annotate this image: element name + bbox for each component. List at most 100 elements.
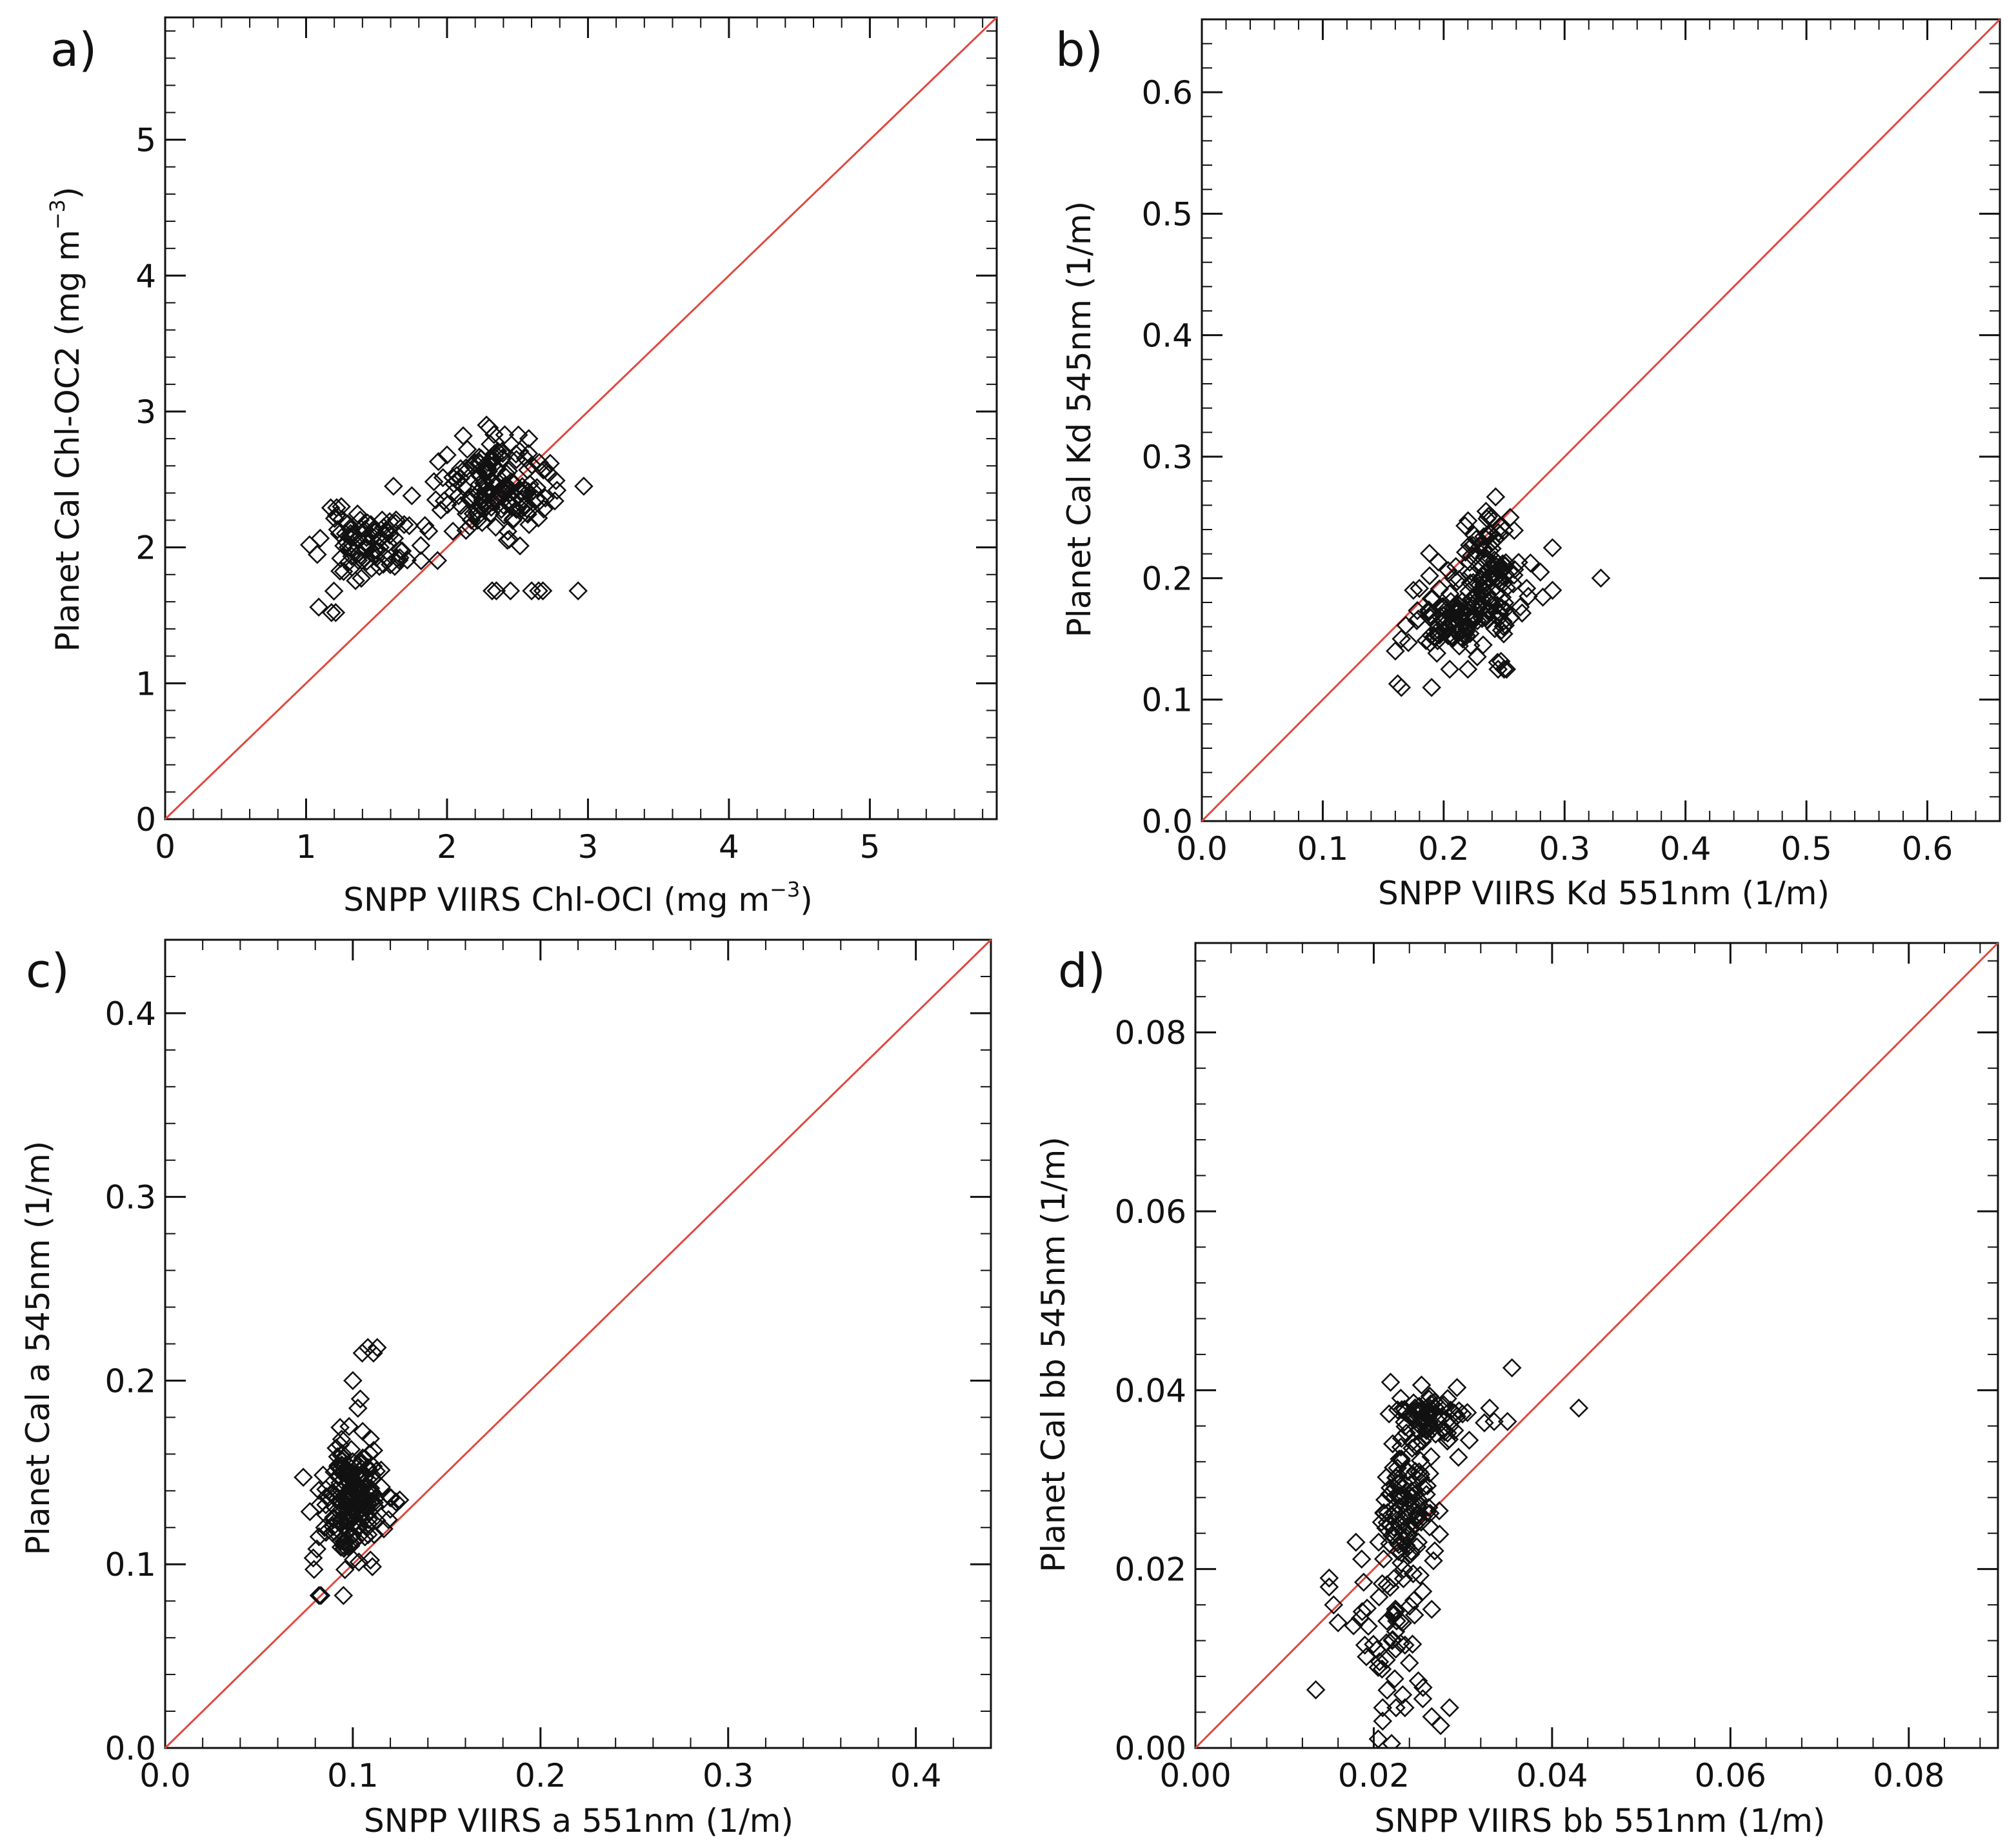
- panel-d-data-point: [1390, 1474, 1409, 1494]
- panel-c-data-point: [374, 1519, 394, 1539]
- panel-a-data-point: [386, 510, 406, 530]
- panel-a-data-point: [385, 557, 404, 577]
- panel-c-data-point: [353, 1422, 373, 1442]
- panel-d-data-point: [1357, 1647, 1376, 1667]
- panel-b-data-point: [1456, 605, 1476, 625]
- panel-d-data-point: [1408, 1671, 1428, 1691]
- panel-c-y-tick-label: 0.1: [105, 1546, 156, 1583]
- panel-d-data-point: [1440, 1416, 1460, 1436]
- panel-b-data-point: [1404, 581, 1423, 600]
- panel-a-data-point: [483, 473, 503, 493]
- panel-a-markers: [299, 415, 594, 622]
- panel-b-data-point: [1422, 677, 1441, 697]
- panel-a-label: a): [50, 23, 97, 77]
- panel-a-data-point: [519, 444, 539, 464]
- panel-d-plot-frame: [1194, 942, 1999, 1749]
- panel-d-data-point: [1306, 1680, 1326, 1700]
- panel-a-data-point: [338, 514, 357, 533]
- panel-d-y-tick-label: 0.06: [1115, 1193, 1186, 1231]
- panel-c-data-point: [343, 1371, 363, 1391]
- panel-c-data-point: [341, 1440, 361, 1460]
- panel-c-data-point: [362, 1469, 382, 1489]
- panel-d-data-point: [1388, 1465, 1408, 1485]
- panel-a-data-point: [309, 597, 328, 617]
- panel-a-data-point: [530, 453, 549, 473]
- panel-b-data-point: [1399, 633, 1418, 653]
- panel-d-data-point: [1395, 1412, 1414, 1432]
- panel-c-x-axis-title: SNPP VIIRS a 551nm (1/m): [364, 1802, 793, 1840]
- panel-a-data-point: [437, 495, 457, 515]
- panel-d-data-point: [1373, 1711, 1393, 1731]
- panel-a-data-point: [384, 477, 403, 496]
- panel-d-data-point: [1384, 1487, 1404, 1507]
- panel-b-data-point: [1542, 581, 1562, 600]
- panel-b-data-point: [1474, 575, 1493, 595]
- panel-a-y-tick-label: 3: [135, 393, 156, 431]
- panel-d-y-axis-title: Planet Cal bb 545nm (1/m): [1035, 1136, 1072, 1572]
- panel-b-data-point: [1486, 487, 1506, 507]
- panel-b-data-point: [1488, 570, 1508, 590]
- panel-b-data-point: [1425, 627, 1444, 646]
- panel-b-data-point: [1458, 511, 1478, 531]
- panel-a-data-point: [341, 524, 361, 544]
- panel-a-data-point: [346, 571, 365, 591]
- panel-b-data-point: [1442, 611, 1462, 631]
- panel-b-data-point: [1421, 605, 1441, 625]
- panel-d-data-point: [1382, 1734, 1401, 1748]
- panel-c-data-point: [326, 1481, 346, 1501]
- panel-d-data-point: [1502, 1358, 1522, 1378]
- panel-a-data-point: [321, 498, 341, 518]
- panel-a-x-tick-label: 0: [155, 828, 175, 866]
- panel-d-data-point: [1392, 1400, 1412, 1420]
- panel-d-data-point: [1424, 1551, 1443, 1571]
- panel-d-data-point: [1394, 1559, 1413, 1579]
- panel-b-y-tick-label: 0.6: [1141, 74, 1193, 112]
- panel-c-data-point: [329, 1465, 349, 1485]
- panel-d-data-point: [1346, 1533, 1366, 1552]
- panel-c-data-point: [357, 1505, 377, 1525]
- panel-d-data-point: [1400, 1596, 1419, 1616]
- panel-d-data-point: [1391, 1611, 1410, 1631]
- panel-d-data-point: [1385, 1522, 1404, 1542]
- panel-d-data-point: [1375, 1490, 1395, 1510]
- panel-d-data-point: [1447, 1378, 1467, 1398]
- panel-b-data-point: [1474, 527, 1493, 547]
- panel-d-x-tick-label: 0.04: [1516, 1757, 1588, 1794]
- panel-a-data-point: [411, 535, 431, 555]
- panel-d-data-point: [1411, 1468, 1431, 1487]
- panel-c-minor-ticks: [165, 939, 992, 1749]
- panel-a-data-point: [528, 508, 548, 528]
- panel-a-data-point: [519, 482, 538, 502]
- panel-c-y-tick-label: 0.0: [105, 1730, 156, 1767]
- panel-d-data-point: [1408, 1489, 1428, 1509]
- panel-a-x-tick-label: 3: [578, 828, 599, 866]
- panel-b-y-tick-label: 0.4: [1141, 317, 1193, 355]
- panel-c-data-point: [294, 1467, 313, 1487]
- panel-c-data-point: [390, 1490, 410, 1510]
- panel-b-data-point: [1530, 562, 1550, 582]
- panel-c-data-point: [324, 1462, 344, 1482]
- panel-b-data-point: [1492, 620, 1512, 640]
- panel-a-data-point: [530, 491, 550, 511]
- panel-d-data-point: [1439, 1429, 1459, 1449]
- panel-b-data-point: [1428, 631, 1448, 651]
- panel-a-data-point: [444, 474, 464, 494]
- panel-a-data-point: [342, 534, 362, 554]
- panel-d-data-point: [1390, 1496, 1410, 1516]
- panel-d-data-point: [1425, 1392, 1444, 1412]
- panel-a-data-point: [533, 581, 553, 600]
- panel-b-data-point: [1436, 608, 1456, 628]
- panel-c-data-point: [339, 1504, 359, 1523]
- panel-a-data-point: [384, 528, 404, 548]
- panel-a-data-point: [357, 551, 377, 571]
- panel-a-data-point: [515, 481, 535, 501]
- panel-d-data-point: [1352, 1549, 1372, 1569]
- panel-b-data-point: [1591, 568, 1611, 588]
- panel-b-data-point: [1495, 615, 1515, 635]
- panel-b-data-point: [1410, 579, 1430, 599]
- panel-a-data-point: [343, 557, 362, 577]
- panel-d-data-point: [1413, 1689, 1433, 1709]
- panel-a-data-point: [508, 425, 528, 445]
- panel-d-data-point: [1376, 1518, 1395, 1538]
- panel-d-data-point: [1373, 1698, 1393, 1718]
